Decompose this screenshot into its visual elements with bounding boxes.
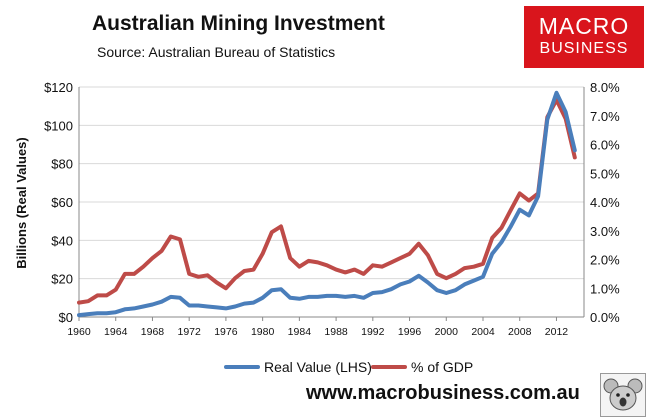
koala-emblem-icon (600, 373, 646, 417)
right-tick-label: 5.0% (590, 166, 620, 181)
right-tick-label: 2.0% (590, 253, 620, 268)
right-tick-label: 7.0% (590, 109, 620, 124)
right-tick-label: 1.0% (590, 281, 620, 296)
left-axis-ticks: $0 $20 $40 $60 $80 $100 $120 (44, 80, 73, 325)
x-tick-label: 2012 (545, 326, 569, 338)
left-tick-label: $40 (51, 233, 73, 248)
x-tick-label: 1968 (141, 326, 165, 338)
left-tick-label: $60 (51, 195, 73, 210)
logo-line-1: MACRO (538, 13, 630, 39)
x-tick-label: 1960 (67, 326, 91, 338)
x-tick-label: 1984 (288, 326, 312, 338)
x-axis-ticks: 1960 1964 1968 1972 1976 1980 1984 1988 1992 1996… (67, 317, 568, 338)
chart-title: Australian Mining Investment (92, 12, 385, 35)
series-lines (77, 90, 577, 318)
x-tick-label: 2004 (471, 326, 495, 338)
logo-line-2: BUSINESS (539, 40, 629, 57)
x-tick-label: 1964 (104, 326, 128, 338)
axes (78, 87, 585, 318)
right-tick-label: 4.0% (590, 195, 620, 210)
left-tick-label: $0 (59, 310, 73, 325)
legend-label: Real Value (LHS) (264, 359, 372, 375)
chart-subtitle: Source: Australian Bureau of Statistics (97, 44, 336, 60)
right-axis-ticks: 0.0% 1.0% 2.0% 3.0% 4.0% 5.0% 6.0% 7.0% 8.0% (590, 80, 620, 325)
website-url: www.macrobusiness.com.au (306, 382, 580, 404)
x-tick-label: 1988 (324, 326, 348, 338)
right-tick-label: 8.0% (590, 80, 620, 95)
legend-label: % of GDP (411, 359, 473, 375)
right-tick-label: 3.0% (590, 224, 620, 239)
left-tick-label: $20 (51, 272, 73, 287)
right-tick-label: 6.0% (590, 138, 620, 153)
y-axis-label: Billions (Real Values) (14, 137, 29, 269)
x-tick-label: 2000 (435, 326, 459, 338)
gridlines (79, 86, 584, 280)
legend: Real Value (LHS) % of GDP (224, 359, 473, 375)
series-line-real-value (77, 90, 577, 318)
x-tick-label: 2008 (508, 326, 532, 338)
x-tick-label: 1996 (398, 326, 422, 338)
x-tick-label: 1980 (251, 326, 275, 338)
right-tick-label: 0.0% (590, 310, 620, 325)
left-tick-label: $100 (44, 118, 73, 133)
x-tick-label: 1976 (214, 326, 238, 338)
x-tick-label: 1972 (178, 326, 202, 338)
series-line-pct-gdp (77, 97, 577, 305)
left-tick-label: $80 (51, 157, 73, 172)
left-tick-label: $120 (44, 80, 73, 95)
macrobusiness-logo: MACRO BUSINESS (524, 6, 644, 68)
x-tick-label: 1992 (361, 326, 385, 338)
